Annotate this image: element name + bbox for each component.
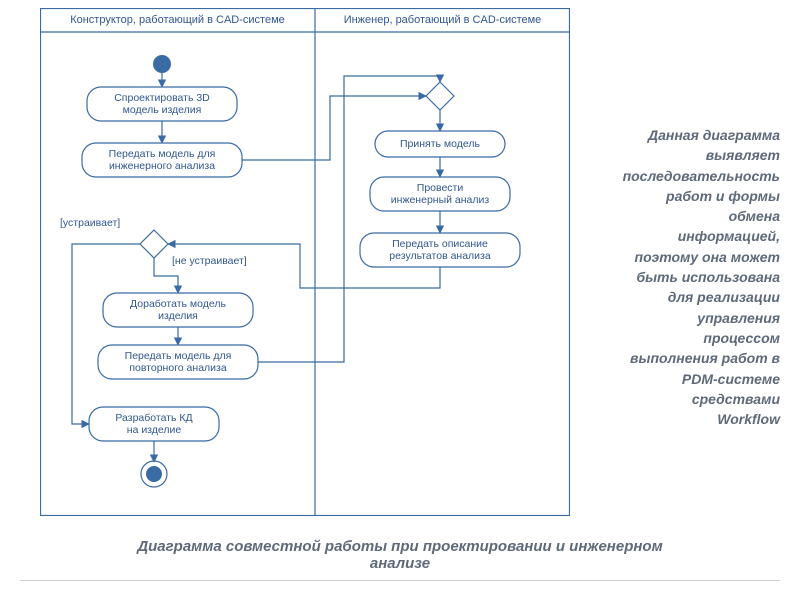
decision-node	[140, 230, 168, 258]
activity-label: изделия	[158, 310, 198, 322]
final-node-dot	[146, 466, 162, 482]
activity-label: Спроектировать 3D	[114, 92, 210, 104]
activity-label: Передать модель для	[125, 350, 232, 362]
decision-node	[426, 82, 454, 110]
activity-label: Передать описание	[392, 238, 488, 250]
activity-diagram: Конструктор, работающий в CAD-системе Инж…	[40, 8, 570, 516]
activity-label: на изделие	[127, 424, 182, 436]
swimlane-header: Инженер, работающий в CAD-системе	[344, 14, 542, 26]
initial-node	[153, 55, 171, 73]
edge	[258, 76, 440, 362]
footer-rule	[20, 580, 780, 581]
activity-label: Доработать модель	[130, 298, 226, 310]
diagram-caption: Диаграмма совместной работы при проектир…	[40, 538, 760, 572]
page: Конструктор, работающий в CAD-системе Инж…	[0, 0, 800, 600]
activity-label: Провести	[417, 182, 464, 194]
edge	[72, 244, 140, 424]
swimlane-header: Конструктор, работающий в CAD-системе	[70, 14, 285, 26]
activity-label: Передать модель для	[109, 148, 216, 160]
side-annotation: Данная диаграммавыявляетпоследовательнос…	[580, 125, 780, 429]
activity-label: результатов анализа	[389, 250, 491, 262]
activity-label: инженерного анализа	[109, 160, 215, 172]
edge-guard: [не устраивает]	[172, 255, 247, 267]
edge-guard: [устраивает]	[60, 217, 120, 229]
activity-label: Разработать КД	[115, 412, 192, 424]
activity-label: модель изделия	[123, 104, 202, 116]
activity-label: повторного анализа	[129, 362, 227, 374]
activity-label: инженерный анализ	[391, 194, 490, 206]
activity-label: Принять модель	[400, 138, 481, 150]
